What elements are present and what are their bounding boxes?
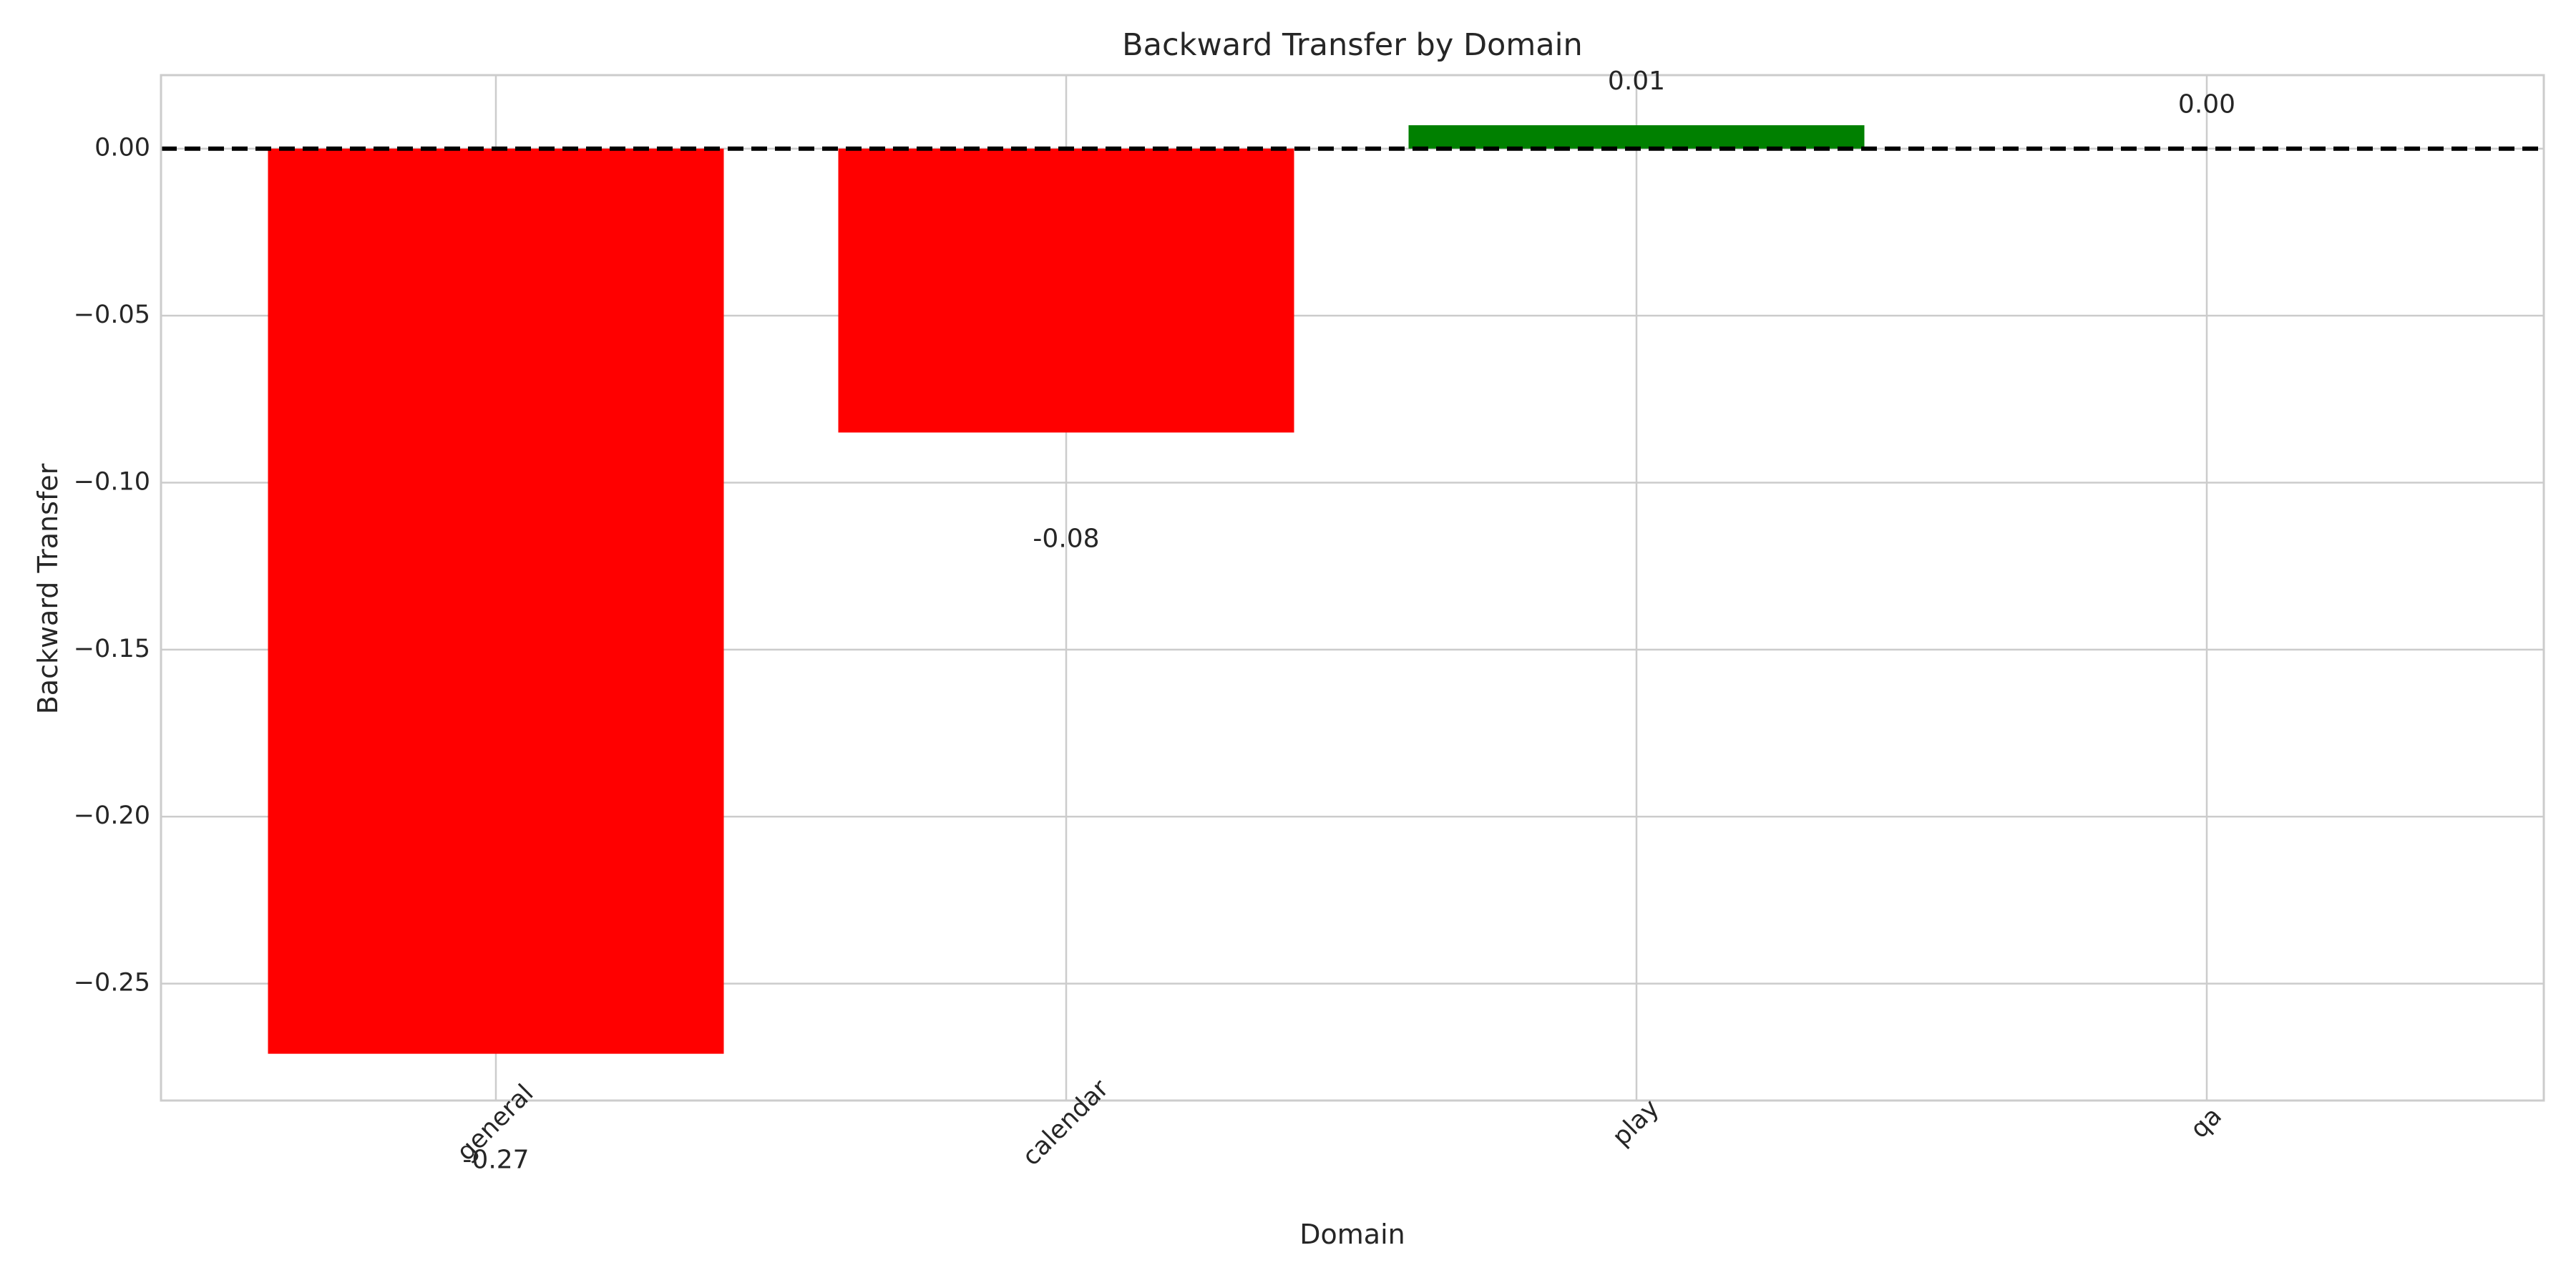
y-axis-ticks: 0.00 −0.05 −0.10 −0.15 −0.20 −0.25 [74, 134, 150, 997]
x-tick-label-qa: qa [2185, 1102, 2228, 1144]
value-label-general: -0.27 [462, 1146, 529, 1175]
y-tick-label: −0.25 [74, 969, 150, 997]
y-axis-label: Backward Transfer [32, 463, 64, 714]
x-axis-label: Domain [1299, 1219, 1405, 1250]
bar-general [268, 148, 724, 1054]
x-tick-label-play: play [1607, 1094, 1665, 1152]
y-tick-label: −0.20 [74, 801, 150, 830]
plot-frame [160, 74, 2545, 1102]
y-tick-label: 0.00 [94, 134, 150, 162]
y-tick-label: −0.05 [74, 301, 150, 329]
value-label-qa: 0.00 [2178, 90, 2235, 119]
value-label-play: 0.01 [1608, 67, 1665, 96]
chart-title: Backward Transfer by Domain [1122, 27, 1583, 63]
x-axis-ticks: general calendar play qa [452, 1074, 2228, 1171]
value-label-calendar: -0.08 [1033, 524, 1099, 553]
y-tick-label: −0.10 [74, 467, 150, 496]
y-tick-label: −0.15 [74, 635, 150, 663]
bar-calendar [838, 148, 1294, 433]
bar-play [1408, 125, 1865, 149]
bars [268, 125, 1865, 1054]
bar-value-labels: -0.27 -0.08 0.01 0.00 [462, 67, 2235, 1175]
